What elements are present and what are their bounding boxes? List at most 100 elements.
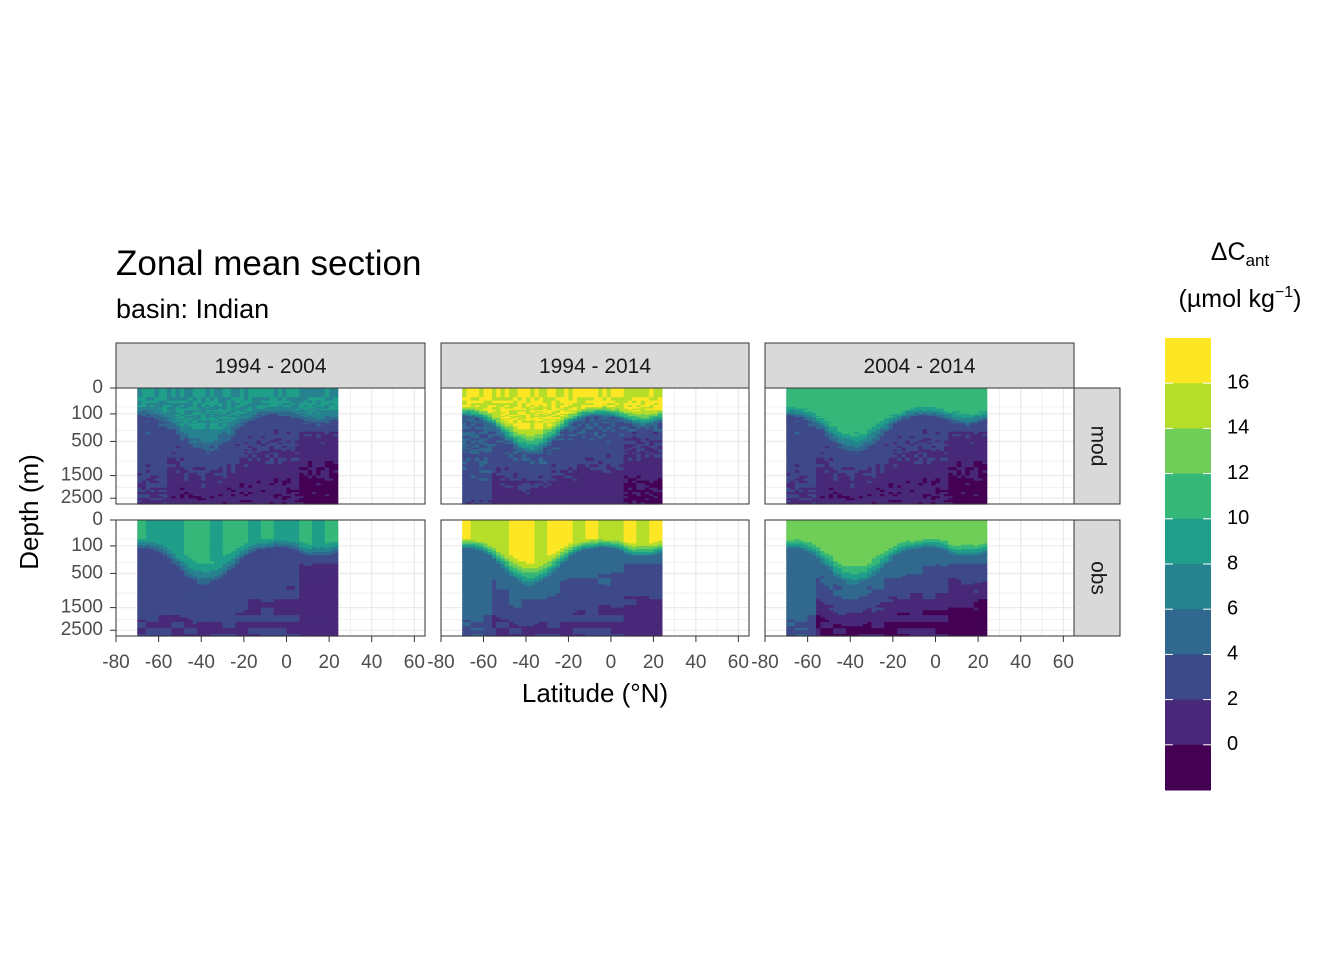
heat-cell — [137, 502, 143, 505]
heat-cell — [278, 451, 283, 454]
heat-cell — [150, 421, 155, 424]
heat-cell — [175, 442, 181, 445]
heat-cell — [218, 413, 224, 416]
heat-cell — [226, 403, 232, 406]
heat-cell — [295, 442, 300, 445]
heat-cell — [278, 419, 283, 421]
heat-cell — [299, 498, 305, 501]
heat-cell — [226, 426, 232, 430]
heat-cell — [299, 434, 305, 437]
heat-cell — [470, 454, 476, 459]
heat-cell — [188, 400, 194, 404]
heat-cell — [154, 426, 160, 430]
heat-cell — [201, 426, 207, 430]
heat-cell — [239, 426, 245, 430]
heat-cell — [290, 483, 296, 486]
heat-cell — [248, 480, 253, 484]
heat-cell — [282, 419, 288, 421]
heat-cell — [197, 416, 202, 418]
heat-cell — [243, 485, 249, 489]
heat-cell — [260, 492, 266, 495]
heat-cell — [265, 440, 271, 443]
heat-cell — [167, 431, 172, 435]
heat-cell — [154, 487, 160, 491]
heat-cell — [282, 434, 288, 437]
heat-cell — [184, 421, 190, 424]
heat-cell — [222, 436, 228, 439]
heat-cell — [141, 472, 147, 477]
heat-cell — [265, 388, 271, 398]
heat-cell — [188, 411, 194, 414]
heat-cell — [295, 470, 300, 474]
heat-cell — [252, 420, 258, 423]
heat-cell — [205, 502, 211, 505]
heat-cell — [167, 464, 172, 468]
heat-cell — [188, 494, 194, 497]
heat-cell — [201, 498, 207, 501]
heat-cell — [226, 454, 232, 459]
heat-cell — [265, 412, 271, 415]
heat-cell — [184, 451, 190, 454]
heat-cell — [252, 418, 258, 420]
heat-cell — [184, 444, 190, 447]
heat-cell — [171, 413, 177, 416]
heat-cell — [295, 438, 300, 441]
heat-cell — [299, 416, 305, 418]
heat-cell — [282, 485, 288, 489]
heat-cell — [184, 475, 190, 479]
heat-cell — [205, 429, 211, 433]
heat-cell — [179, 500, 185, 503]
heat-cell — [184, 423, 190, 427]
heat-cell — [179, 421, 185, 424]
heat-cell — [137, 418, 143, 420]
heat-cell — [192, 472, 198, 477]
heat-cell — [154, 444, 160, 447]
heat-cell — [209, 461, 215, 465]
heat-cell — [137, 412, 143, 415]
heat-cell — [252, 452, 258, 455]
heat-cell — [256, 461, 262, 465]
heat-cell — [167, 496, 172, 499]
heat-cell — [560, 388, 565, 398]
heat-cell — [252, 405, 258, 408]
heat-cell — [260, 464, 266, 468]
heat-cell — [265, 480, 271, 484]
heat-cell — [256, 410, 262, 413]
facet-strip-row — [1073, 519, 1121, 637]
heat-cell — [179, 415, 185, 417]
heat-cell — [303, 403, 309, 406]
heat-cell — [231, 411, 236, 414]
heat-cell — [205, 480, 211, 484]
heat-cell — [517, 388, 523, 398]
heat-cell — [256, 416, 262, 418]
heat-cell — [248, 407, 253, 410]
heat-cell — [286, 420, 292, 422]
facet-strip-label: 1994 - 2014 — [539, 355, 651, 378]
heat-cell — [252, 449, 258, 452]
heat-cell — [303, 498, 309, 501]
heat-cell — [226, 449, 232, 452]
heat-cell — [214, 405, 219, 408]
heat-cell — [290, 418, 296, 420]
heat-cell — [235, 388, 241, 398]
heat-cell — [640, 388, 646, 398]
heat-cell — [278, 417, 283, 419]
heat-cell — [205, 413, 211, 416]
heat-cell — [167, 478, 172, 482]
heat-cell — [141, 446, 147, 449]
heat-cell — [290, 442, 296, 445]
heat-cell — [252, 411, 258, 414]
heat-cell — [145, 454, 151, 459]
heat-cell — [496, 388, 501, 398]
heat-cell — [303, 423, 309, 427]
heat-cell — [171, 492, 177, 495]
heat-cell — [282, 492, 288, 495]
heat-cell — [175, 436, 181, 439]
heat-cell — [243, 498, 249, 501]
heat-cell — [231, 426, 236, 430]
heat-cell — [278, 388, 283, 398]
heat-cell — [627, 454, 633, 459]
heat-cell — [226, 408, 232, 411]
heat-cell — [256, 487, 262, 491]
heat-cell — [175, 447, 181, 450]
